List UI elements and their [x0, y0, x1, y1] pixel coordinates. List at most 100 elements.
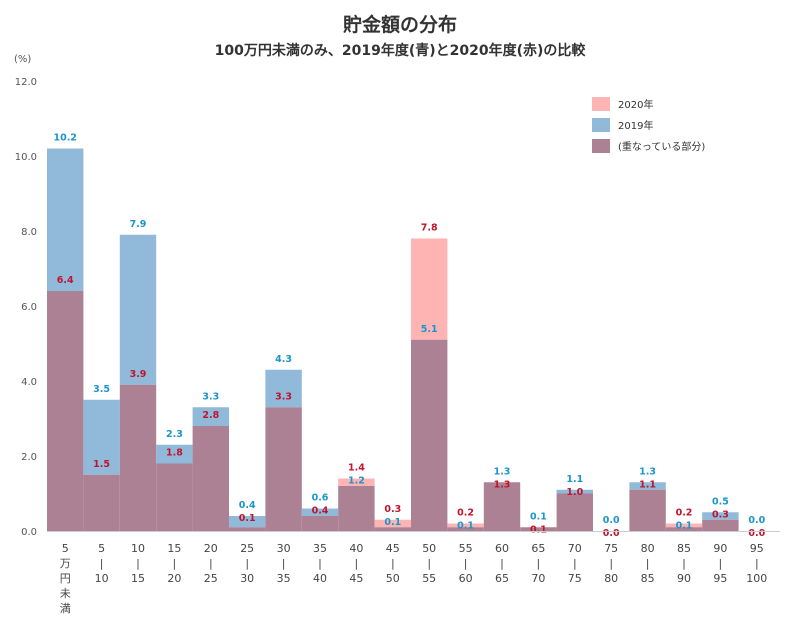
- x-tick-label: 円: [60, 572, 71, 585]
- x-tick-label: 未: [60, 587, 71, 600]
- bar-overlap: [702, 519, 739, 531]
- bar-2019: [556, 489, 593, 494]
- data-label-2020: 1.4: [348, 463, 365, 474]
- legend-label: 2019年: [618, 119, 653, 132]
- data-label-2020: 0.0: [748, 528, 765, 539]
- x-tick-label: |: [755, 557, 759, 570]
- legend-label: (重なっている部分): [618, 140, 705, 153]
- data-label-2019: 1.3: [639, 466, 656, 477]
- x-tick-label: 70: [568, 542, 582, 555]
- x-tick-label: 45: [386, 542, 400, 555]
- bar-overlap: [229, 527, 266, 531]
- data-label-2020: 0.2: [457, 508, 474, 519]
- data-label-2019: 1.1: [566, 474, 583, 485]
- bar-2019: [156, 444, 193, 464]
- x-tick-label: 70: [531, 572, 545, 585]
- bar-overlap: [83, 474, 120, 531]
- y-tick-label: 2.0: [21, 452, 37, 463]
- x-tick-label: 10: [131, 542, 145, 555]
- x-tick-label: 25: [204, 572, 218, 585]
- x-tick-label: 30: [277, 542, 291, 555]
- y-tick-label: 4.0: [21, 377, 37, 388]
- data-label-2020: 7.8: [421, 223, 438, 234]
- x-tick-label: 15: [167, 542, 181, 555]
- x-tick-label: |: [245, 557, 249, 570]
- bar-overlap: [556, 493, 593, 531]
- x-tick-label: |: [464, 557, 468, 570]
- x-tick-label: |: [173, 557, 177, 570]
- bar-2019: [119, 234, 157, 385]
- bar-2020: [665, 523, 703, 528]
- bar-overlap: [265, 407, 302, 531]
- data-label-2019: 0.1: [384, 517, 401, 528]
- x-tick-label: 75: [568, 572, 582, 585]
- data-label-2020: 1.5: [93, 459, 110, 470]
- bar-2019: [702, 512, 739, 520]
- bar-overlap: [192, 426, 229, 531]
- x-tick-label: 90: [713, 542, 727, 555]
- bar-overlap: [665, 527, 703, 531]
- x-tick-label: 40: [349, 542, 363, 555]
- x-tick-label: 85: [677, 542, 691, 555]
- bar-overlap: [338, 486, 375, 531]
- bar-2019: [47, 148, 84, 291]
- x-tick-label: 30: [240, 572, 254, 585]
- x-tick-label: |: [646, 557, 650, 570]
- data-label-2020: 0.4: [312, 506, 329, 517]
- x-tick-label: 95: [750, 542, 764, 555]
- x-tick-label: |: [500, 557, 504, 570]
- data-label-2019: 1.3: [494, 466, 511, 477]
- x-tick-label: 100: [746, 572, 767, 585]
- data-label-2019: 0.4: [239, 500, 256, 511]
- x-tick-label: 75: [604, 542, 618, 555]
- x-tick-label: |: [282, 557, 286, 570]
- x-tick-label: 65: [531, 542, 545, 555]
- data-label-2019: 7.9: [130, 219, 147, 230]
- x-tick-label: 15: [131, 572, 145, 585]
- data-label-2019: 0.0: [748, 515, 765, 526]
- data-label-2019: 5.1: [421, 324, 438, 335]
- x-tick-label: 55: [459, 542, 473, 555]
- bar-2020: [411, 238, 448, 340]
- x-tick-label: |: [609, 557, 613, 570]
- x-tick-label: |: [537, 557, 541, 570]
- bar-2019: [265, 369, 302, 408]
- x-tick-label: |: [100, 557, 104, 570]
- bar-2019: [629, 482, 666, 490]
- x-tick-label: 25: [240, 542, 254, 555]
- bar-overlap: [483, 482, 521, 531]
- bar-2019: [229, 516, 266, 528]
- y-tick-label: 12.0: [15, 77, 37, 88]
- y-tick-label: 0.0: [21, 527, 37, 538]
- chart-title: 貯金額の分布: [342, 14, 457, 36]
- x-tick-label: 満: [60, 602, 71, 615]
- x-tick-label: |: [719, 557, 723, 570]
- data-label-2019: 0.1: [457, 521, 474, 532]
- chart-subtitle: 100万円未満のみ、2019年度(青)と2020年度(赤)の比較: [214, 43, 586, 59]
- x-tick-label: 45: [349, 572, 363, 585]
- data-label-2020: 6.4: [57, 275, 74, 286]
- bar-2020: [447, 523, 484, 528]
- data-label-2019: 0.1: [676, 521, 693, 532]
- data-label-2020: 1.3: [494, 479, 511, 490]
- bar-2020: [374, 519, 411, 528]
- data-label-2020: 3.9: [130, 369, 147, 380]
- data-label-2019: 4.3: [275, 354, 292, 365]
- data-label-2019: 0.5: [712, 496, 729, 507]
- x-tick-label: 55: [422, 572, 436, 585]
- x-tick-label: 50: [386, 572, 400, 585]
- x-tick-label: 90: [677, 572, 691, 585]
- data-label-2020: 2.8: [202, 410, 219, 421]
- x-tick-label: 10: [95, 572, 109, 585]
- data-label-2019: 0.1: [530, 511, 547, 522]
- x-tick-label: 5: [62, 542, 69, 555]
- x-tick-label: 80: [604, 572, 618, 585]
- x-tick-label: 万: [60, 557, 71, 570]
- x-tick-label: |: [136, 557, 140, 570]
- x-tick-label: |: [391, 557, 395, 570]
- x-tick-label: |: [682, 557, 686, 570]
- bar-overlap: [411, 339, 448, 531]
- x-tick-label: 50: [422, 542, 436, 555]
- legend-swatch: [592, 97, 610, 111]
